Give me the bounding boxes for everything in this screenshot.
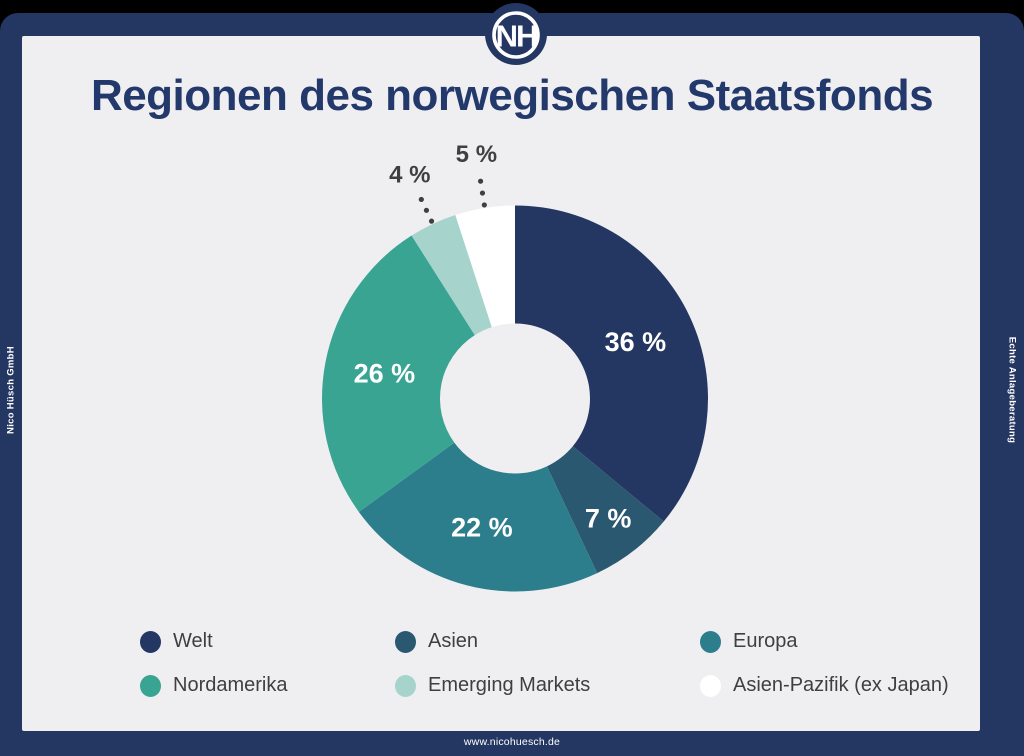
right-side-brand-text: Echte Anlageberatung [1006,336,1018,444]
footer-url: www.nicohuesch.de [463,736,561,748]
legend-label: Asien-Pazifik (ex Japan) [733,674,949,696]
legend-label: Europa [733,630,798,652]
leader-dot [481,202,487,208]
slice-value-label-asien: 7 % [585,504,632,534]
slice-value-label-welt: 36 % [605,327,667,357]
legend-item-nordamerika: Nordamerika [140,674,395,697]
legend-dot-icon [395,630,416,653]
brand-logo: NH [484,2,548,66]
leader-dot [418,196,424,203]
legend-item-asien: Asien [395,630,700,653]
logo-letters: NH [496,19,537,54]
leader-dot [477,178,484,184]
legend-item-welt: Welt [140,630,395,653]
legend-label: Emerging Markets [428,674,591,696]
slice-value-label-nordamerika: 26 % [354,359,416,389]
legend-dot-icon [700,674,721,697]
donut-slice-nordamerika [322,235,475,512]
donut-slice-emerging-markets [411,214,492,336]
page-title: Regionen des norwegischen Staatsfonds [90,71,934,120]
slice-value-label-europa: 22 % [451,512,513,542]
donut-slice-asien [546,446,664,574]
legend-dot-icon [395,674,416,697]
slice-value-label-emerging-markets: 4 % [389,162,430,189]
legend-item-europa: Europa [700,630,949,653]
nh-logo-icon: NH [485,3,547,65]
donut-chart: 36 % 7 % 22 % 26 % 4 % 5 % [322,141,708,592]
legend-item-emerging-markets: Emerging Markets [395,674,700,697]
left-side-brand-text: Nico Hüsch GmbH [5,346,17,434]
content-area [22,36,980,731]
legend-label: Nordamerika [173,674,288,696]
donut-slice-welt [515,205,708,522]
slice-value-label-asien-pazifik-ex-japan: 5 % [456,141,497,168]
legend-item-asien-pazifik-ex-japan: Asien-Pazifik (ex Japan) [700,674,949,697]
leader-dot [423,207,430,213]
legend-dot-icon [140,674,161,697]
legend-dot-icon [700,630,721,653]
legend-dot-icon [140,630,161,653]
donut-slice-asien-pazifik-ex-japan [455,205,515,328]
legend-label: Asien [428,630,479,652]
legend-label: Welt [173,630,213,652]
leader-dot [479,190,486,196]
leader-dot [428,218,435,224]
donut-slice-europa [358,442,598,592]
chart-legend: Welt Asien Europa Nordamerika Emerging Marke… [140,630,949,697]
